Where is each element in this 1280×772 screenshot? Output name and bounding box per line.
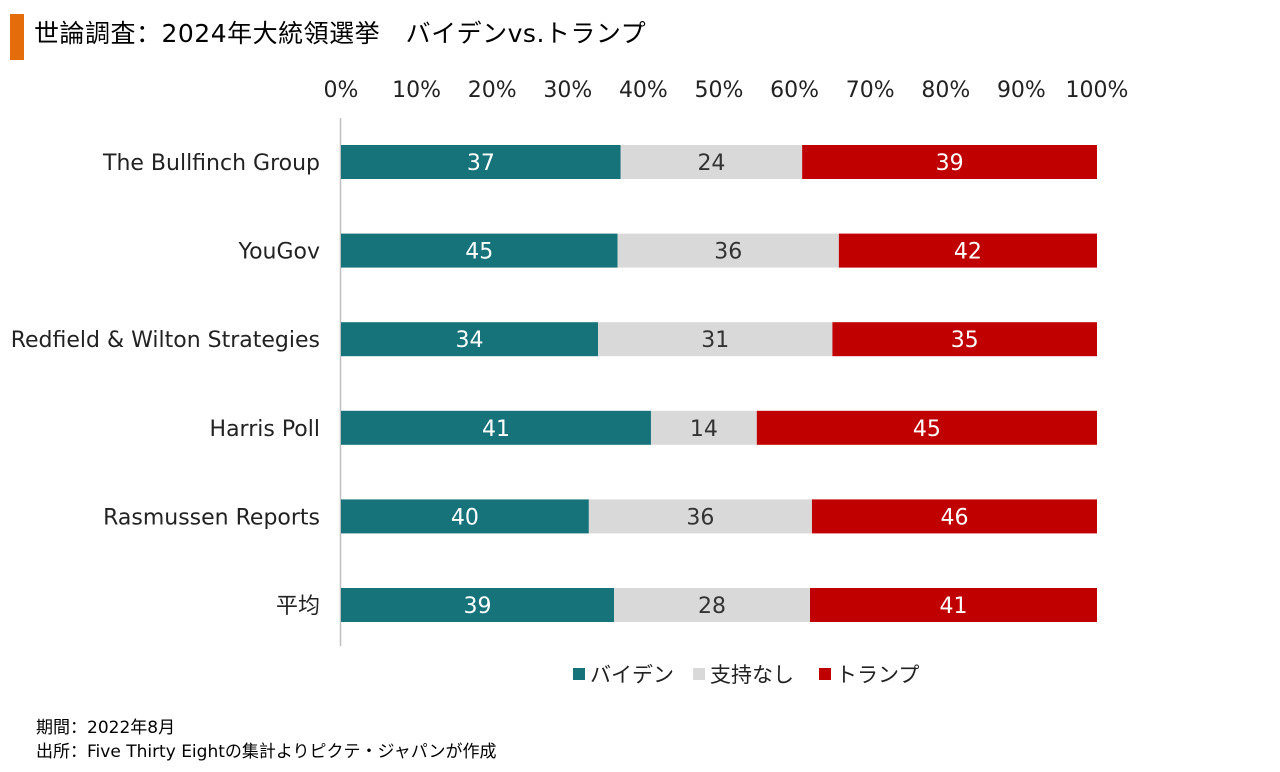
bar-segment bbox=[341, 233, 618, 268]
legend-label: 支持なし bbox=[710, 663, 794, 687]
bar-segment bbox=[341, 410, 651, 445]
data-label: 34 bbox=[456, 328, 484, 353]
data-label: 28 bbox=[698, 594, 726, 619]
bar-segment bbox=[341, 145, 621, 179]
x-tick-label: 70% bbox=[846, 78, 895, 103]
legend-label: バイデン bbox=[590, 663, 674, 687]
bar-segment bbox=[588, 499, 812, 534]
category-label: The Bullfinch Group bbox=[102, 151, 320, 176]
legend-label: トランプ bbox=[836, 663, 919, 687]
bar-segment bbox=[811, 499, 1097, 534]
data-label: 31 bbox=[701, 328, 729, 353]
category-label: YouGov bbox=[238, 240, 320, 265]
x-tick-label: 0% bbox=[324, 78, 359, 103]
data-label: 39 bbox=[464, 594, 492, 619]
chart-title: 世論調査：2024年大統領選挙 バイデンvs.トランプ bbox=[34, 19, 647, 48]
data-label: 36 bbox=[686, 505, 714, 530]
bar-segment bbox=[617, 233, 839, 268]
bar-segment bbox=[838, 233, 1097, 268]
data-label: 46 bbox=[940, 505, 968, 530]
data-label: 39 bbox=[936, 151, 964, 176]
stacked-bar-chart: 0% 10% 20% 30% 40% 50% 60% 70% 80% 90% 100% 37 24 39 T… bbox=[11, 78, 1129, 687]
legend-swatch bbox=[573, 668, 585, 680]
data-label: 36 bbox=[714, 240, 742, 265]
bar-segment bbox=[341, 499, 589, 534]
x-tick-label: 20% bbox=[468, 78, 517, 103]
x-tick-label: 40% bbox=[619, 78, 668, 103]
data-label: 40 bbox=[451, 505, 479, 530]
legend-swatch bbox=[693, 668, 705, 680]
bar-segment bbox=[341, 322, 599, 357]
category-label: Redfield & Wilton Strategies bbox=[11, 328, 320, 353]
bar-segment bbox=[614, 588, 810, 622]
bar-segment bbox=[802, 145, 1097, 179]
data-label: 45 bbox=[913, 417, 941, 442]
bar-segment bbox=[341, 588, 614, 622]
data-label: 37 bbox=[467, 151, 495, 176]
data-label: 45 bbox=[465, 240, 493, 265]
footer-period: 期間：2022年8月 bbox=[36, 718, 176, 738]
data-label: 14 bbox=[690, 417, 718, 442]
title-accent-bar bbox=[10, 14, 24, 60]
x-tick-label: 60% bbox=[770, 78, 819, 103]
data-label: 35 bbox=[951, 328, 979, 353]
bar-segment bbox=[810, 588, 1097, 622]
bar-segment bbox=[620, 145, 803, 179]
x-tick-label: 80% bbox=[921, 78, 970, 103]
data-label: 24 bbox=[697, 151, 725, 176]
data-label: 42 bbox=[954, 240, 982, 265]
category-label: Harris Poll bbox=[210, 417, 320, 442]
x-tick-label: 10% bbox=[392, 78, 441, 103]
bar-segment bbox=[598, 322, 833, 357]
data-label: 41 bbox=[482, 417, 510, 442]
legend-swatch bbox=[819, 668, 831, 680]
x-tick-label: 30% bbox=[543, 78, 592, 103]
data-label: 41 bbox=[940, 594, 968, 619]
bar-segment bbox=[650, 410, 757, 445]
x-tick-label: 90% bbox=[997, 78, 1046, 103]
category-label: 平均 bbox=[276, 594, 320, 619]
footer-source: 出所：Five Thirty Eightの集計よりピクテ・ジャパンが作成 bbox=[36, 742, 497, 762]
x-tick-label: 100% bbox=[1066, 78, 1129, 103]
category-label: Rasmussen Reports bbox=[103, 505, 320, 530]
x-tick-label: 50% bbox=[695, 78, 744, 103]
bar-segment bbox=[756, 410, 1097, 445]
bar-segment bbox=[832, 322, 1097, 357]
